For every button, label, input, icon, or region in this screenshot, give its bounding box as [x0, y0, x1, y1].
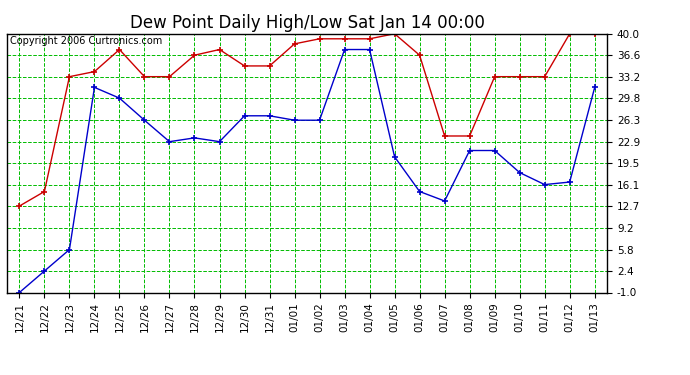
Title: Dew Point Daily High/Low Sat Jan 14 00:00: Dew Point Daily High/Low Sat Jan 14 00:0…: [130, 14, 484, 32]
Text: Copyright 2006 Curtronics.com: Copyright 2006 Curtronics.com: [10, 36, 162, 46]
